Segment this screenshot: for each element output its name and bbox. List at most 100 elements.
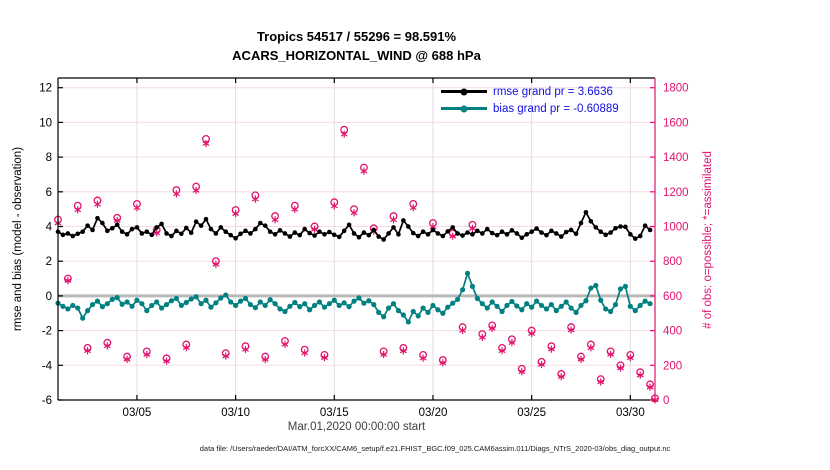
obs-assimilated-marker — [528, 331, 536, 336]
bias-line-swatch-icon — [441, 105, 487, 112]
obs-assimilated-marker — [409, 205, 417, 211]
bias-point — [459, 287, 466, 293]
rmse-point — [223, 229, 229, 235]
bias-point — [455, 296, 461, 302]
obs-assimilated-marker — [113, 218, 121, 224]
bias-point — [617, 286, 624, 292]
bias-point — [593, 282, 599, 289]
obs-assimilated-marker — [390, 217, 397, 223]
obs-assimilated-marker — [587, 345, 595, 351]
bias-point — [277, 306, 283, 312]
bias-point — [302, 301, 308, 307]
rmse-point — [623, 224, 628, 230]
bias-point — [193, 294, 199, 300]
bias-point — [85, 308, 91, 314]
bias-point — [385, 305, 392, 311]
bias-point — [371, 301, 377, 308]
obs-assimilated-marker — [557, 374, 565, 380]
obs-assimilated-marker — [133, 205, 141, 211]
rmse-point — [415, 233, 421, 239]
obs-assimilated-marker — [320, 355, 328, 361]
obs-assimilated-marker — [163, 358, 170, 364]
bias-point — [622, 283, 628, 289]
rmse-point — [371, 227, 377, 233]
rmse-point — [549, 228, 554, 234]
rmse-point — [193, 219, 199, 224]
obs-assimilated-marker — [192, 188, 200, 193]
rmse-point — [287, 234, 293, 239]
rmse-point — [578, 220, 584, 226]
rmse-point — [568, 227, 574, 233]
rmse-point — [647, 227, 653, 233]
rmse-point — [139, 231, 145, 236]
rmse-point — [60, 232, 66, 238]
rmse-point — [618, 224, 623, 229]
bias-point — [80, 315, 86, 321]
rmse-point — [80, 229, 85, 235]
bias-point — [489, 299, 495, 305]
x-tick-label: 03/20 — [419, 407, 448, 419]
rmse-point — [376, 234, 382, 239]
bias-point — [464, 270, 471, 276]
legend-entry-bias: bias grand pr = -0.60889 — [441, 100, 619, 117]
rmse-point — [529, 229, 534, 235]
rmse-point — [558, 234, 564, 239]
rmse-point — [603, 232, 608, 238]
rmse-point — [410, 230, 416, 236]
bias-point — [366, 298, 372, 304]
obs-assimilated-marker — [597, 379, 605, 385]
obs-assimilated-marker — [281, 341, 289, 347]
bias-point — [326, 301, 332, 307]
bias-point — [282, 308, 288, 315]
obs-assimilated-marker — [567, 327, 575, 333]
rmse-point — [465, 230, 470, 235]
bias-point — [346, 304, 352, 310]
bias-point — [588, 285, 594, 291]
rmse-point — [524, 232, 530, 237]
bias-point — [469, 283, 476, 289]
right-tick-label: 1800 — [663, 83, 689, 95]
rmse-point — [65, 231, 71, 236]
rmse-point — [105, 228, 110, 234]
bias-point — [75, 305, 81, 311]
rmse-point — [100, 220, 105, 226]
bias-point — [351, 298, 357, 304]
bias-point — [450, 300, 456, 306]
bias-point — [504, 302, 510, 309]
rmse-point — [134, 225, 140, 230]
rmse-point — [154, 225, 159, 230]
rmse-point — [297, 232, 303, 238]
rmse-point — [588, 219, 594, 224]
rmse-point — [174, 228, 179, 234]
rmse-point — [420, 229, 426, 235]
bias-point — [376, 309, 382, 315]
bias-point — [538, 302, 545, 309]
bias-point — [60, 303, 66, 309]
bias-point — [311, 302, 318, 309]
rmse-point — [322, 232, 327, 237]
bias-point — [573, 309, 579, 315]
right-tick-label: 0 — [663, 395, 669, 407]
bias-point — [553, 308, 559, 314]
obs-assimilated-marker — [123, 356, 131, 362]
obs-assimilated-marker — [380, 352, 388, 357]
obs-assimilated-marker — [547, 346, 555, 352]
rmse-point — [632, 236, 638, 241]
bias-point — [499, 308, 505, 315]
rmse-point — [124, 232, 130, 237]
bias-point — [356, 295, 362, 301]
x-tick-label: 03/15 — [320, 407, 349, 419]
rmse-point — [95, 215, 100, 221]
rmse-point — [628, 232, 633, 237]
rmse-point — [484, 226, 490, 232]
bias-point — [178, 302, 184, 309]
bias-point — [168, 298, 175, 304]
left-tick-label: 10 — [39, 117, 52, 129]
rmse-point — [198, 223, 204, 228]
bias-point — [104, 301, 110, 307]
obs-assimilated-marker — [84, 348, 92, 354]
bias-point — [519, 307, 525, 313]
legend-entry-rmse: rmse grand pr = 3.6636 — [441, 83, 619, 100]
rmse-point — [277, 228, 283, 233]
